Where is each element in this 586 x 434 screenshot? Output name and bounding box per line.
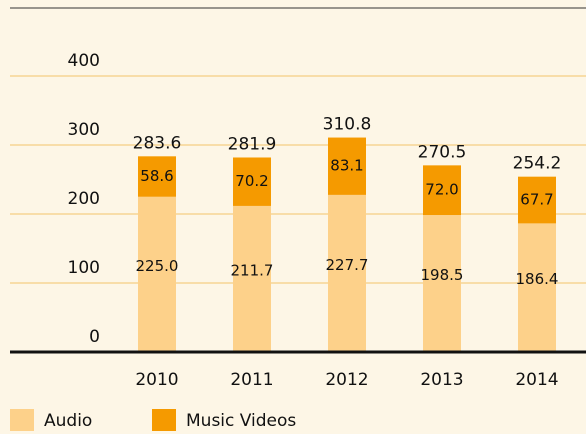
bar-segment (518, 176, 556, 224)
bar-segment (423, 165, 461, 216)
x-tick-label: 2011 (230, 370, 273, 390)
total-label: 281.9 (228, 134, 277, 154)
value-label: 186.4 (516, 270, 559, 288)
y-tick-label: 200 (68, 189, 100, 209)
bar-segment (138, 156, 176, 197)
bar-segment (233, 205, 271, 352)
legend-label: Audio (44, 411, 92, 431)
y-tick-label: 0 (89, 327, 100, 347)
total-label: 254.2 (513, 154, 562, 174)
value-label: 211.7 (231, 261, 274, 279)
value-label: 225.0 (136, 257, 179, 275)
legend-label: Music Videos (186, 411, 296, 431)
value-label: 58.6 (140, 167, 173, 185)
value-label: 198.5 (421, 266, 464, 284)
x-tick-label: 2010 (135, 370, 178, 390)
legend-swatch (10, 409, 34, 431)
value-label: 67.7 (520, 191, 553, 209)
x-tick-label: 2014 (515, 370, 558, 390)
x-tick-label: 2013 (420, 370, 463, 390)
bar-segment (423, 215, 461, 352)
total-label: 310.8 (323, 115, 372, 135)
value-label: 83.1 (330, 157, 363, 175)
bar-segment (233, 157, 271, 206)
y-tick-label: 300 (68, 120, 100, 140)
value-label: 227.7 (326, 256, 369, 274)
y-tick-label: 100 (68, 258, 100, 278)
total-label: 270.5 (418, 142, 467, 162)
total-label: 283.6 (133, 133, 182, 153)
bar-segment (138, 196, 176, 352)
bar-segment (328, 137, 366, 195)
x-tick-label: 2012 (325, 370, 368, 390)
bar-segment (518, 223, 556, 352)
value-label: 70.2 (235, 172, 268, 190)
value-label: 72.0 (425, 181, 458, 199)
bar-segment (328, 194, 366, 352)
y-tick-label: 400 (68, 51, 100, 71)
legend-swatch (152, 409, 176, 431)
